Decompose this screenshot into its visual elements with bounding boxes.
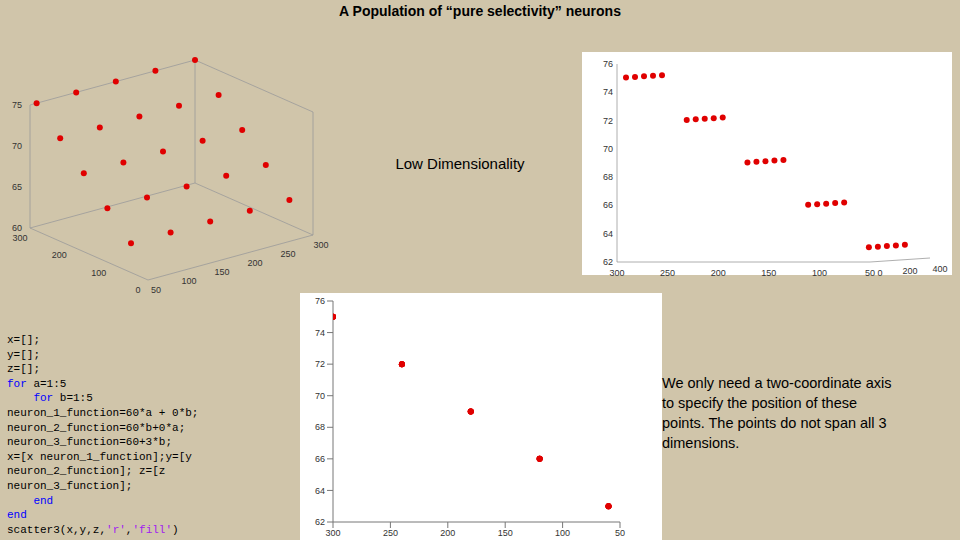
html-text:neuron_3_function=60+3*b;: neuron_3_function=60+3*b; xyxy=(7,436,172,449)
svg-text:50: 50 xyxy=(151,285,161,295)
svg-text:150: 150 xyxy=(761,268,776,278)
svg-text:200: 200 xyxy=(52,250,67,260)
svg-text:70: 70 xyxy=(12,141,22,151)
svg-text:72: 72 xyxy=(603,116,613,126)
svg-text:74: 74 xyxy=(603,87,613,97)
svg-text:0: 0 xyxy=(877,268,882,278)
svg-text:70: 70 xyxy=(315,391,325,401)
svg-text:250: 250 xyxy=(280,249,295,259)
svg-text:62: 62 xyxy=(603,257,613,267)
svg-text:74: 74 xyxy=(315,328,325,338)
svg-text:60: 60 xyxy=(12,223,22,233)
html-text:x=[];: x=[]; xyxy=(7,334,40,346)
html-text:for a=1:5: for a=1:5 xyxy=(7,377,67,390)
svg-text:75: 75 xyxy=(12,100,22,110)
svg-text:200: 200 xyxy=(902,266,917,276)
svg-text:100: 100 xyxy=(91,268,106,278)
html-text:scatter3(x,y,z, 'r', 'fill'): scatter3(x,y,z, 'r', 'fill') xyxy=(7,523,179,536)
html-text:for b=1:5: for b=1:5 xyxy=(33,392,93,405)
html-text:end: end xyxy=(33,494,54,507)
svg-text:65: 65 xyxy=(12,182,22,192)
svg-text:0: 0 xyxy=(135,285,140,295)
svg-text:70: 70 xyxy=(603,144,613,154)
html-text:x=[x neuron_1_function];y=[y: x=[x neuron_1_function];y=[y xyxy=(7,450,192,463)
svg-text:200: 200 xyxy=(440,528,455,538)
html-text:end: end xyxy=(7,509,27,522)
html-text:Low Dimensionality: Low Dimensionality xyxy=(395,155,525,172)
html-text:neuron_2_function=60*b+0*a;: neuron_2_function=60*b+0*a; xyxy=(7,421,186,434)
svg-text:100: 100 xyxy=(181,276,196,286)
svg-text:300: 300 xyxy=(12,233,27,243)
html-text:y=[];: y=[]; xyxy=(7,348,40,361)
svg-text:100: 100 xyxy=(812,268,827,278)
svg-text:150: 150 xyxy=(498,528,513,538)
svg-text:72: 72 xyxy=(315,359,325,369)
svg-text:400: 400 xyxy=(932,264,947,274)
svg-text:300: 300 xyxy=(609,268,624,278)
svg-text:250: 250 xyxy=(660,268,675,278)
html-text:neuron_2_function]; z=[z: neuron_2_function]; z=[z xyxy=(7,465,166,478)
html-text:neuron_3_function];: neuron_3_function]; xyxy=(7,479,133,492)
svg-text:200: 200 xyxy=(711,268,726,278)
svg-text:62: 62 xyxy=(315,517,325,527)
svg-text:76: 76 xyxy=(315,296,325,306)
svg-text:250: 250 xyxy=(383,528,398,538)
svg-text:68: 68 xyxy=(315,422,325,432)
svg-text:50: 50 xyxy=(865,268,875,278)
svg-text:66: 66 xyxy=(315,454,325,464)
svg-text:300: 300 xyxy=(325,528,340,538)
html-text:A Population of “pure selectiv: A Population of “pure selectivity” neuro… xyxy=(339,3,621,19)
svg-text:76: 76 xyxy=(603,59,613,69)
svg-text:300: 300 xyxy=(313,240,328,250)
html-text:We only need a two-coordinate: We only need a two-coordinate axis to sp… xyxy=(662,375,892,451)
svg-text:50: 50 xyxy=(615,528,625,538)
svg-text:66: 66 xyxy=(603,200,613,210)
svg-text:64: 64 xyxy=(603,229,613,239)
html-text:neuron_1_function=60*a + 0*b;: neuron_1_function=60*a + 0*b; xyxy=(7,407,199,419)
svg-text:100: 100 xyxy=(555,528,570,538)
svg-text:200: 200 xyxy=(247,258,262,268)
svg-text:150: 150 xyxy=(214,267,229,277)
svg-text:64: 64 xyxy=(315,486,325,496)
html-text:z=[];: z=[]; xyxy=(7,363,40,376)
svg-text:68: 68 xyxy=(603,172,613,182)
